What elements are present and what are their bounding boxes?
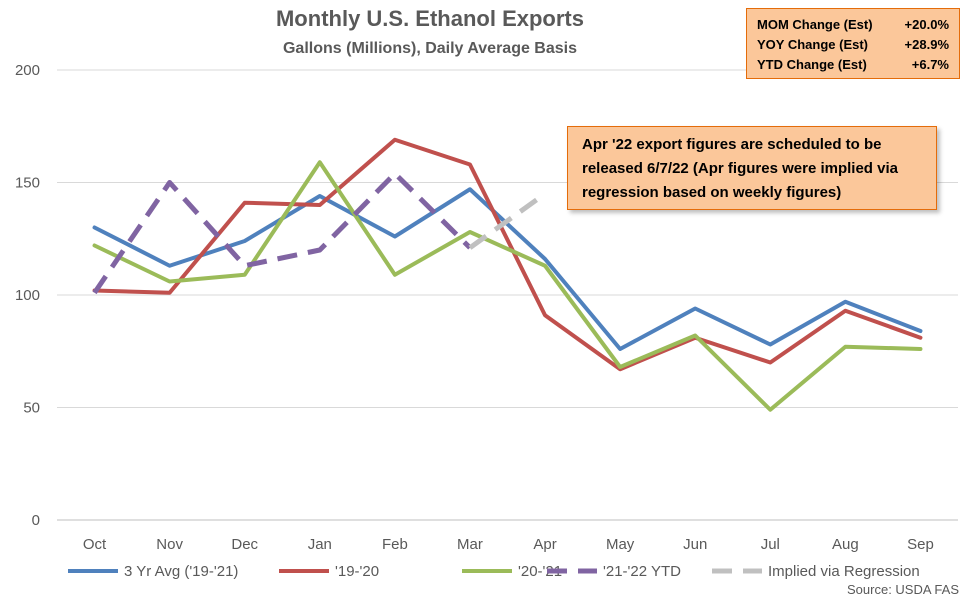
- legend-item: '20-'21: [462, 563, 562, 580]
- legend-label: '20-'21: [518, 563, 562, 580]
- series-line: [92, 137, 923, 372]
- y-tick-label: 200: [15, 62, 40, 79]
- legend-label: Implied via Regression: [768, 563, 920, 580]
- stat-value: +6.7%: [911, 57, 949, 72]
- x-tick-label: Jan: [308, 536, 332, 553]
- series-line: [92, 187, 923, 351]
- x-tick-label: Mar: [457, 536, 483, 553]
- legend: 3 Yr Avg ('19-'21) '19-'20 '20-'21 '21-'22 …: [68, 563, 920, 580]
- stat-row-mom: MOM Change (Est) +20.0%: [757, 15, 949, 35]
- legend-item: '19-'20: [279, 563, 379, 580]
- legend-label: '21-'22 YTD: [603, 563, 681, 580]
- stat-row-ytd: YTD Change (Est) +6.7%: [757, 55, 949, 75]
- x-tick-label: Dec: [231, 536, 258, 553]
- change-stats-box: MOM Change (Est) +20.0% YOY Change (Est)…: [746, 8, 960, 79]
- stat-label: YOY Change (Est): [757, 37, 869, 52]
- y-tick-label: 50: [23, 400, 40, 417]
- stat-row-yoy: YOY Change (Est) +28.9%: [757, 35, 949, 55]
- stat-value: +28.9%: [904, 37, 949, 52]
- x-tick-label: Feb: [382, 536, 408, 553]
- legend-label: '19-'20: [335, 563, 379, 580]
- series-path: [468, 191, 547, 250]
- legend-label: 3 Yr Avg ('19-'21): [124, 563, 238, 580]
- series-line: [468, 191, 547, 250]
- x-tick-label: Nov: [156, 536, 183, 553]
- series-path: [92, 187, 923, 351]
- y-tick-label: 150: [15, 175, 40, 192]
- annotation-box: Apr '22 export figures are scheduled to …: [567, 126, 937, 210]
- y-tick-label: 100: [15, 287, 40, 304]
- source-note: Source: USDA FAS: [847, 582, 959, 597]
- stat-value: +20.0%: [904, 17, 949, 32]
- stat-label: YTD Change (Est): [757, 57, 867, 72]
- series-line: [92, 160, 923, 412]
- series-path: [92, 137, 923, 372]
- legend-item: 3 Yr Avg ('19-'21): [68, 563, 238, 580]
- series-path: [92, 171, 472, 295]
- x-axis-ticks: Oct Nov Dec Jan Feb Mar Apr May Jun Jul Aug Sep: [83, 536, 934, 553]
- chart-title: Monthly U.S. Ethanol Exports: [275, 6, 584, 31]
- x-tick-label: Aug: [832, 536, 859, 553]
- x-tick-label: Apr: [533, 536, 556, 553]
- x-tick-label: Sep: [907, 536, 934, 553]
- legend-item: Implied via Regression: [712, 563, 920, 580]
- series-path: [92, 160, 923, 412]
- series-line: [92, 171, 472, 295]
- stat-label: MOM Change (Est): [757, 17, 873, 32]
- legend-item: '21-'22 YTD: [547, 563, 681, 580]
- y-axis-ticks: 0 50 100 150 200: [15, 62, 40, 529]
- x-tick-label: Jun: [683, 536, 707, 553]
- x-tick-label: May: [606, 536, 635, 553]
- x-tick-label: Jul: [761, 536, 780, 553]
- series-lines: [92, 137, 923, 412]
- x-tick-label: Oct: [83, 536, 107, 553]
- y-tick-label: 0: [32, 512, 40, 529]
- chart-subtitle: Gallons (Millions), Daily Average Basis: [282, 40, 577, 57]
